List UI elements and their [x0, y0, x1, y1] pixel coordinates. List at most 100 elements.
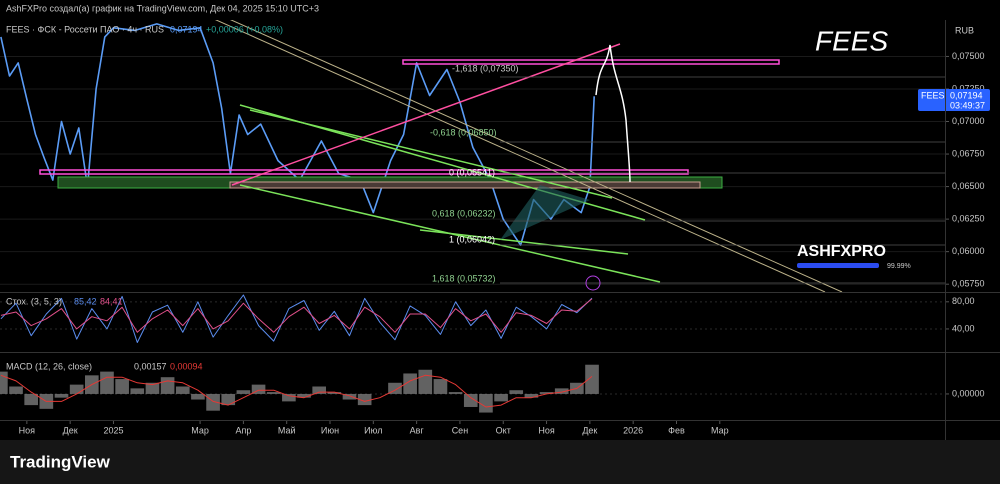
histogram-bar	[236, 390, 251, 394]
fib-label: -0,618 (0,06850)	[430, 127, 497, 137]
histogram-bar	[206, 393, 220, 411]
fib-label: 0,618 (0,06232)	[432, 208, 496, 218]
y-tick-label: 80,00	[952, 296, 975, 306]
histogram-bar	[585, 364, 599, 394]
histogram-bar	[130, 388, 145, 394]
watermark-bar	[797, 263, 879, 268]
price-tag-symbol: FEES	[921, 90, 945, 100]
histogram-bar	[479, 393, 493, 413]
histogram-bar	[160, 377, 175, 394]
symbol-title: FEES · ФСК - Россети ПАО · 4ч · RUS	[6, 24, 164, 34]
histogram-bar	[297, 393, 311, 398]
y-tick-label: 0,06500	[952, 181, 985, 191]
x-tick-label: Дек	[582, 425, 597, 435]
event-icon	[585, 275, 601, 291]
trend-line	[231, 43, 621, 186]
y-tick-label: 40,00	[952, 323, 975, 333]
y-tick-label: 0,07250	[952, 83, 985, 93]
chart-area: 0,05750 0,06000 0,06250 0,06500 0,06750 0,070…	[0, 23, 985, 435]
indicator-value: 0,00157	[134, 361, 167, 371]
histogram-bar	[509, 390, 524, 394]
x-tick-label: Дек	[63, 425, 78, 435]
y-tick-label: 0,06000	[952, 246, 985, 256]
x-tick-label: 2025	[103, 425, 123, 435]
channel-line	[249, 109, 613, 199]
histogram-bar	[266, 392, 281, 394]
watermark-logo: ASHFXPRO	[797, 243, 886, 260]
price-tag-countdown: 03:49:37	[950, 100, 985, 110]
resistance-zone	[402, 59, 780, 65]
watermark-percent: 99.99%	[887, 263, 911, 270]
fib-lines	[500, 76, 945, 284]
indicator-title: MACD (12, 26, close)	[6, 361, 92, 371]
histogram-bar	[24, 393, 39, 406]
panel	[0, 294, 945, 343]
panel	[0, 364, 945, 413]
histogram-bar	[388, 382, 402, 394]
last-price: 0,07194	[170, 24, 203, 34]
drawings	[39, 20, 945, 292]
x-tick-label: Июл	[364, 425, 382, 435]
x-tick-label: Авг	[410, 425, 425, 435]
histogram-bar	[54, 393, 69, 398]
histogram-bar	[175, 386, 190, 394]
indicator-value: 85,42	[74, 296, 97, 306]
histogram-bar	[221, 393, 236, 406]
resistance-zone	[39, 169, 689, 175]
histogram-bar	[327, 392, 342, 394]
fib-label: 1,618 (0,05732)	[432, 273, 496, 283]
histogram-bar	[494, 393, 508, 402]
price-change: +0,00006 (+0,08%)	[206, 24, 283, 34]
histogram-bar	[342, 393, 357, 400]
x-tick-label: Июн	[321, 425, 339, 435]
price-tag	[918, 89, 990, 111]
x-tick-label: Ноя	[19, 425, 36, 435]
y-tick-label: 0,05750	[952, 279, 985, 289]
histogram-bar	[524, 393, 539, 398]
x-tick-label: Май	[278, 425, 296, 435]
y-tick-label: 0,00000	[952, 388, 985, 398]
x-tick-label: Мар	[191, 425, 209, 435]
x-tick-label: Окт	[496, 425, 511, 435]
x-tick-label: Фев	[668, 425, 685, 435]
y-tick-label: 0,06750	[952, 148, 985, 158]
histogram-bar	[357, 393, 372, 406]
zone	[229, 181, 701, 189]
trend-line	[229, 20, 843, 292]
indicator-line	[0, 374, 593, 408]
triangle	[500, 185, 590, 240]
histogram-bar	[554, 388, 569, 394]
histogram-bar	[312, 386, 327, 394]
y-tick-label: 0,07500	[952, 51, 985, 61]
histogram-bar	[0, 371, 8, 394]
x-tick-label: Сен	[452, 425, 469, 435]
footer	[0, 440, 1000, 484]
chart-title: FEES	[815, 25, 888, 56]
y-tick-label: 0,06250	[952, 213, 985, 223]
fib-label: 1 (0,06042)	[449, 234, 495, 244]
price-tag-price: 0,07194	[950, 90, 983, 100]
separators	[0, 20, 1000, 440]
histogram-bar	[433, 379, 448, 394]
price-line	[0, 23, 595, 246]
histogram-bar	[100, 371, 114, 394]
x-tick-label: Мар	[711, 425, 729, 435]
fib-label: 0 (0,06541)	[449, 167, 495, 177]
projection	[595, 44, 631, 183]
histogram-bar	[145, 382, 160, 394]
y-tick-label: 0,07000	[952, 116, 985, 126]
x-tick-label: Апр	[235, 425, 251, 435]
trend-line	[214, 20, 826, 292]
indicator-line	[0, 298, 593, 333]
channel-line	[419, 229, 629, 255]
x-tick-label: Ноя	[538, 425, 555, 435]
histogram-bar	[403, 373, 417, 394]
fib-label: -1,618 (0,07350)	[452, 63, 519, 73]
x-tick-label: 2026	[623, 425, 643, 435]
histogram-bar	[448, 392, 463, 394]
histogram-bar	[251, 384, 266, 394]
indicator-title: Стох. (3, 5, 3)	[6, 296, 62, 306]
histogram-bar	[539, 392, 554, 394]
